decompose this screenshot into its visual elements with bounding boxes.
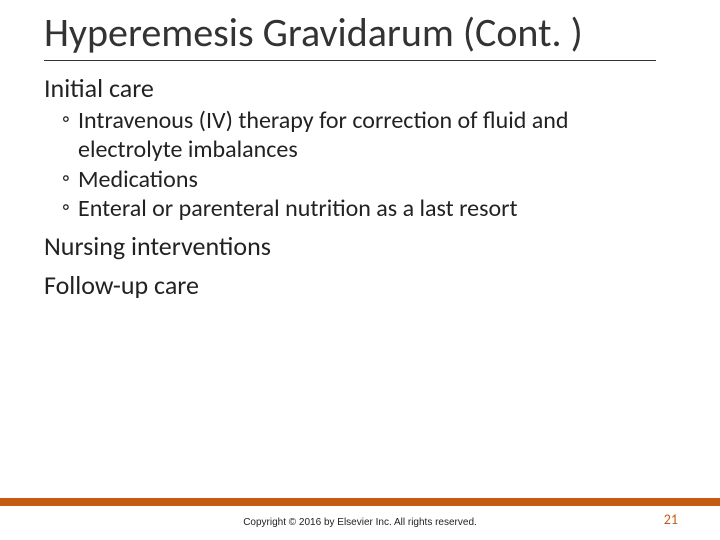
body-content: Initial careIntravenous (IV) therapy for…	[0, 61, 720, 302]
slide-title: Hyperemesis Gravidarum (Cont. )	[44, 12, 684, 54]
section-heading: Nursing interventions	[44, 231, 676, 262]
section-heading: Follow-up care	[44, 270, 676, 301]
bullet-list: Intravenous (IV) therapy for correction …	[62, 106, 676, 223]
slide: Hyperemesis Gravidarum (Cont. ) Initial …	[0, 0, 720, 540]
bullet-item: Medications	[62, 165, 676, 194]
copyright-text: Copyright © 2016 by Elsevier Inc. All ri…	[0, 517, 720, 528]
title-block: Hyperemesis Gravidarum (Cont. )	[0, 0, 684, 61]
section-heading: Initial care	[44, 73, 676, 104]
footer-accent-bar	[0, 498, 720, 506]
page-number: 21	[664, 511, 678, 528]
bullet-item: Intravenous (IV) therapy for correction …	[62, 106, 676, 165]
bullet-item: Enteral or parenteral nutrition as a las…	[62, 194, 676, 223]
